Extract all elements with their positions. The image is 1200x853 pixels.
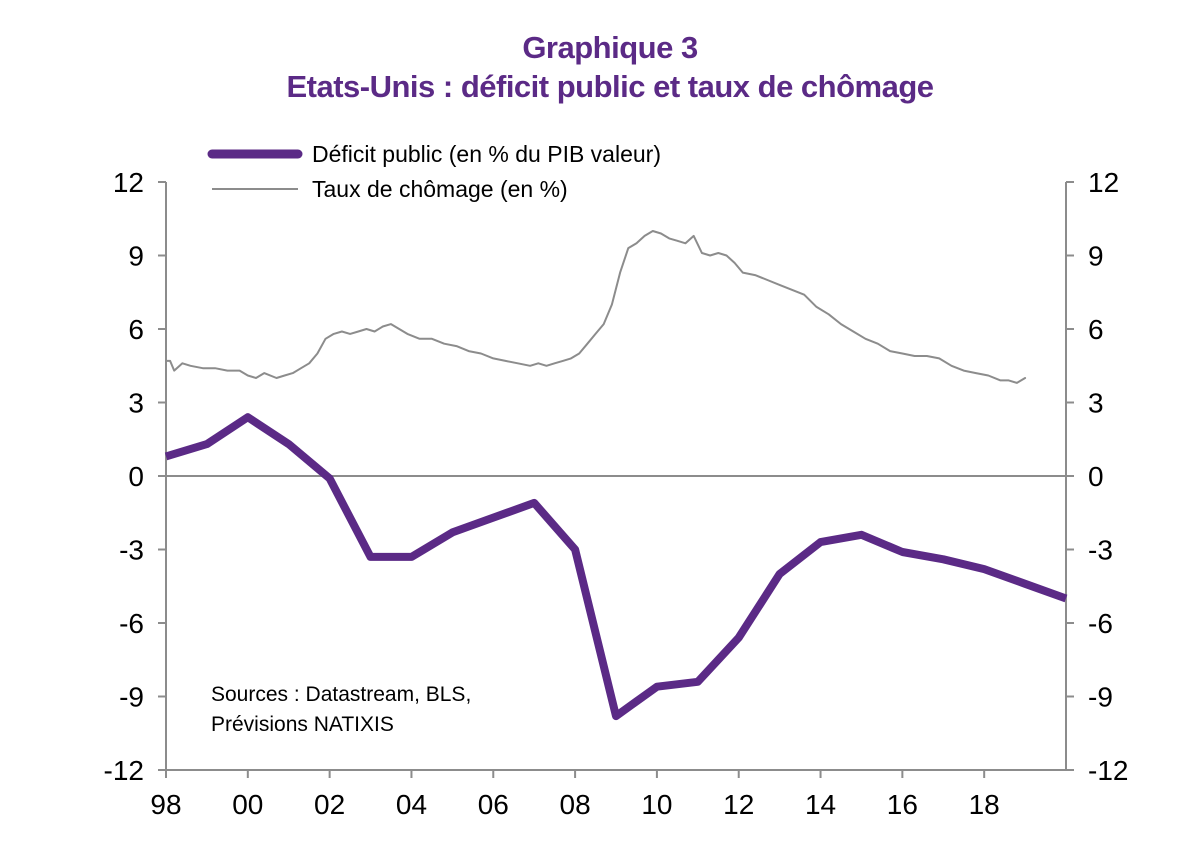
y-tick-label-left: -12 [104, 755, 144, 786]
y-tick-label-right: -12 [1088, 755, 1128, 786]
x-tick-label: 10 [641, 789, 672, 820]
y-tick-label-left: -6 [119, 608, 144, 639]
y-tick-label-right: 9 [1088, 241, 1104, 272]
series-line-chomage [165, 230, 1027, 384]
source-line-1: Sources : Datastream, BLS, [211, 683, 471, 706]
y-tick-label-right: 6 [1088, 314, 1104, 345]
chart-title: Graphique 3 [522, 30, 698, 65]
y-tick-label-right: 12 [1088, 167, 1119, 198]
x-tick-label: 98 [150, 789, 181, 820]
source-line-2: Prévisions NATIXIS [211, 713, 394, 736]
x-tick-label: 08 [560, 789, 591, 820]
y-tick-label-left: 3 [128, 388, 144, 419]
legend: Déficit public (en % du PIB valeur) Taux… [207, 141, 661, 202]
legend-label-chomage: Taux de chômage (en %) [312, 176, 568, 202]
x-tick-label: 04 [396, 789, 427, 820]
y-tick-label-left: 9 [128, 241, 144, 272]
x-tick-label: 02 [314, 789, 345, 820]
y-tick-label-right: 0 [1088, 461, 1104, 492]
x-tick-label: 16 [887, 789, 918, 820]
x-tick-label: 06 [478, 789, 509, 820]
chart-subtitle: Etats-Unis : déficit public et taux de c… [286, 69, 933, 104]
source-annotation: Sources : Datastream, BLS, Prévisions NA… [211, 683, 471, 736]
y-tick-label-right: -3 [1088, 535, 1113, 566]
y-tick-label-right: -9 [1088, 682, 1113, 713]
y-tick-label-left: 12 [113, 167, 144, 198]
x-tick-label: 18 [969, 789, 1000, 820]
series-line-deficit [164, 413, 1068, 721]
y-tick-label-left: -9 [119, 682, 144, 713]
x-tick-label: 12 [723, 789, 754, 820]
legend-label-deficit: Déficit public (en % du PIB valeur) [312, 141, 661, 167]
y-tick-label-left: 6 [128, 314, 144, 345]
y-tick-label-left: -3 [119, 535, 144, 566]
series-layer [164, 230, 1068, 721]
y-tick-label-left: 0 [128, 461, 144, 492]
y-tick-label-right: 3 [1088, 388, 1104, 419]
y-tick-label-right: -6 [1088, 608, 1113, 639]
x-tick-label: 14 [805, 789, 836, 820]
x-tick-label: 00 [232, 789, 263, 820]
